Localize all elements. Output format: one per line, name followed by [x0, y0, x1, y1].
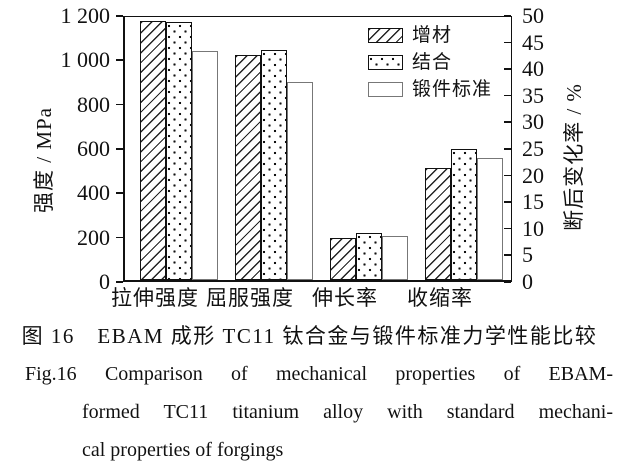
right-axis-tick-label: 5	[522, 242, 533, 268]
right-axis-tick-label: 10	[522, 215, 544, 241]
right-axis-tick-label: 50	[522, 3, 544, 28]
right-axis-tick	[504, 227, 511, 230]
right-axis-tick	[504, 201, 511, 203]
right-axis-tick	[504, 148, 511, 150]
diagonal-hatch-swatch-icon	[368, 28, 403, 43]
left-axis-tick	[116, 59, 123, 61]
bar-elongation-forging-standard	[382, 236, 408, 280]
right-axis-tick	[504, 254, 511, 256]
caption-en-line3: cal properties of forgings	[82, 439, 284, 461]
bar-reduction-of-area-forging-standard	[477, 157, 503, 280]
legend: 增材 结合 锻件标准	[368, 22, 492, 103]
right-axis-tick-label: 25	[522, 136, 544, 161]
left-axis-tick	[116, 236, 123, 239]
category-label-reduction-of-area: 收缩率	[407, 286, 473, 310]
bar-tensile-strength-combined	[166, 21, 192, 280]
caption-zh: 图 16 EBAM 成形 TC11 钛合金与锻件标准力学性能比较	[21, 324, 598, 348]
legend-item-combined: 结合	[368, 49, 492, 76]
right-axis-tick-label: 0	[522, 269, 533, 294]
left-axis-tick-label: 1 200	[60, 3, 111, 28]
category-label-tensile-strength: 拉伸强度	[111, 286, 199, 310]
bar-reduction-of-area-combined	[451, 148, 477, 280]
right-axis-tick	[504, 41, 511, 44]
bar-yield-strength-additive	[235, 55, 261, 280]
left-axis-tick-label: 600	[77, 136, 110, 161]
right-axis-tick-label: 35	[522, 82, 544, 108]
right-axis-tick-label: 40	[522, 56, 544, 82]
right-axis-tick	[504, 174, 511, 177]
right-axis-tick-label: 30	[522, 109, 544, 135]
left-axis-tick-label: 1 000	[60, 47, 111, 73]
bar-yield-strength-combined	[261, 49, 287, 280]
left-axis-tick-label: 400	[77, 180, 110, 206]
left-axis-tick-label: 200	[77, 224, 110, 250]
right-axis-tick-label: 15	[522, 189, 544, 215]
legend-label: 结合	[412, 51, 453, 73]
left-axis-tick	[116, 15, 123, 17]
legend-label: 增材	[412, 24, 453, 46]
left-axis-tick	[116, 148, 123, 150]
plot-area	[123, 16, 512, 282]
right-axis-tick	[504, 68, 511, 70]
bar-tensile-strength-forging-standard	[192, 50, 218, 280]
right-axis-title: 断后变化率 / %	[562, 83, 586, 231]
right-axis-tick-label: 20	[522, 162, 544, 188]
category-label-elongation: 伸长率	[312, 286, 378, 310]
left-axis-tick-label: 800	[77, 91, 110, 117]
caption-en-line1: Fig.16 Comparison of mechanical properti…	[25, 363, 613, 385]
right-axis-tick-label: 45	[522, 29, 544, 55]
left-axis-tick-label: 0	[99, 269, 110, 294]
right-axis-tick	[504, 94, 511, 97]
bar-elongation-additive	[330, 238, 356, 280]
right-axis-tick	[504, 121, 511, 123]
caption-en-line2: formed TC11 titanium alloy with standard…	[82, 401, 613, 423]
legend-item-additive: 增材	[368, 22, 492, 49]
bar-yield-strength-forging-standard	[287, 81, 313, 280]
dots-swatch-icon	[368, 55, 403, 70]
left-axis-tick	[116, 103, 123, 106]
plain-swatch-icon	[368, 82, 403, 97]
left-axis-tick	[116, 281, 123, 283]
legend-label: 锻件标准	[412, 78, 493, 100]
bar-tensile-strength-additive	[140, 20, 166, 280]
right-axis-tick	[504, 281, 511, 283]
category-label-yield-strength: 屈服强度	[206, 286, 294, 310]
left-axis-tick	[116, 192, 123, 194]
right-axis-tick	[504, 15, 511, 17]
legend-item-forging-standard: 锻件标准	[368, 76, 492, 103]
bar-elongation-combined	[356, 233, 382, 280]
bar-chart: 强度 / MPa 断后变化率 / % 增材 结合 锻件标准 0 200 400 600…	[32, 3, 586, 311]
bar-reduction-of-area-additive	[425, 168, 451, 280]
